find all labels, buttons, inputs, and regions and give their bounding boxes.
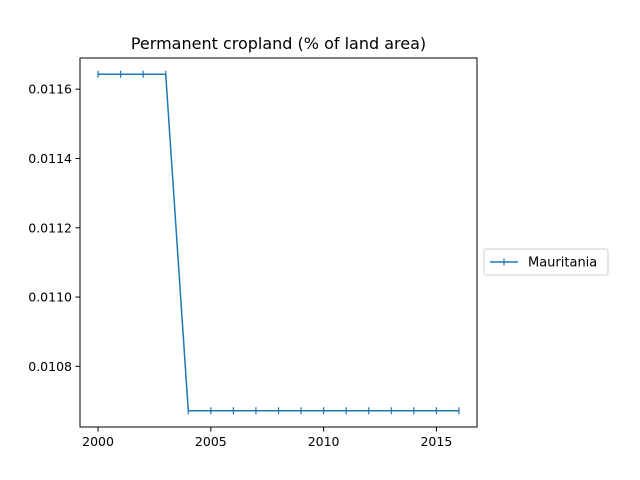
legend-label: Mauritania [528,256,597,271]
legend: Mauritania [483,248,609,276]
series-line-mauritania [98,73,459,412]
legend-box [483,248,609,276]
y-tick-label: 0.0108 [28,359,72,374]
chart-title: Permanent cropland (% of land area) [131,34,426,53]
y-tick-label: 0.0116 [28,82,72,97]
y-tick-label: 0.0112 [28,220,72,235]
x-tick-label: 2015 [420,434,452,449]
x-tick-label: 2010 [308,434,340,449]
axes-frame [79,57,478,428]
y-tick-label: 0.0110 [28,290,72,305]
y-tick-label: 0.0114 [28,151,72,166]
x-tick-label: 2005 [195,434,227,449]
plot-area: 2000 2005 2010 2015 0.0108 0.0110 0.0112 0.0114… [28,57,478,449]
x-tick-label: 2000 [82,434,114,449]
